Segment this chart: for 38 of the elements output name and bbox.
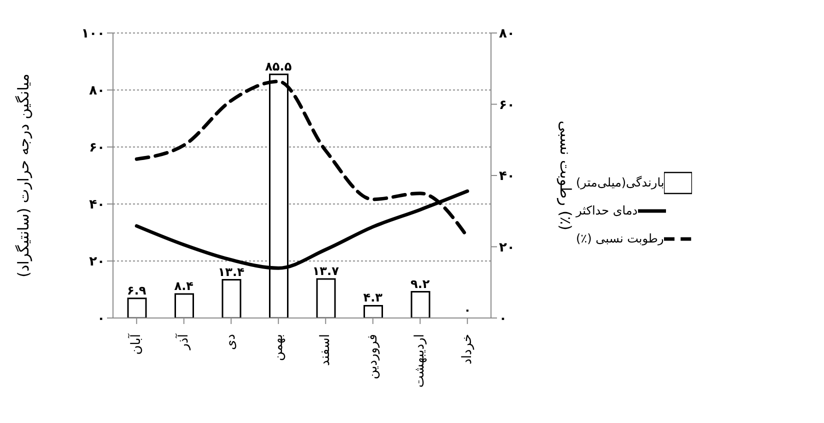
legend-label: رطوبت نسبی (٪) <box>576 230 664 245</box>
x-tick-label: اسفند <box>318 334 334 366</box>
y-tick-label: ۴۰ <box>89 198 105 213</box>
data-label: ۹.۲ <box>410 276 430 291</box>
y2-tick-label: ۸۰ <box>499 26 515 42</box>
y2-tick-label: ۴۰ <box>499 169 515 184</box>
y-tick-label: ۱۰۰ <box>81 26 105 42</box>
y-tick-label: ۶۰ <box>89 140 105 156</box>
bar <box>222 279 242 318</box>
x-tick-label: اردیبهشت <box>412 334 428 388</box>
data-label: ۱۳.۴ <box>218 264 244 279</box>
data-label: ۸.۴ <box>174 279 194 294</box>
y-tick-label: ۰ <box>97 312 105 327</box>
y-tick-label: ۲۰ <box>89 254 105 270</box>
data-label: ۸۵.۵ <box>265 59 292 74</box>
y-tick-label: ۸۰ <box>89 84 105 99</box>
y2-tick-label: ۶۰ <box>499 98 515 113</box>
bar <box>127 298 147 318</box>
data-label: ۴.۳ <box>363 290 384 305</box>
x-tick-label: بهمن <box>270 334 286 362</box>
legend-label: دمای حداکثر <box>576 202 638 217</box>
bar <box>364 304 383 318</box>
x-tick-label: فروردین <box>365 334 380 380</box>
data-label: ۶.۹ <box>127 283 147 298</box>
x-tick-label: دی <box>224 334 239 350</box>
bar <box>174 293 194 318</box>
y2-axis-title: رطوبت نسبی (٪) <box>556 120 575 230</box>
y2-tick-label: ۰ <box>499 312 507 327</box>
x-tick-label: آبان <box>127 332 144 355</box>
y-axis-title: میانگین درجه حرارت (سانتیگراد) <box>14 74 32 278</box>
y2-tick-label: ۲۰ <box>499 240 515 256</box>
bar <box>410 291 430 318</box>
data-label: ۰ <box>464 303 472 317</box>
x-tick-label: آذر <box>174 332 192 351</box>
data-label: ۱۳.۷ <box>312 264 340 278</box>
legend-label: بارندگی(میلی‌متر) <box>576 174 664 189</box>
x-tick-label: خرداد <box>460 334 475 364</box>
bar <box>316 278 336 318</box>
